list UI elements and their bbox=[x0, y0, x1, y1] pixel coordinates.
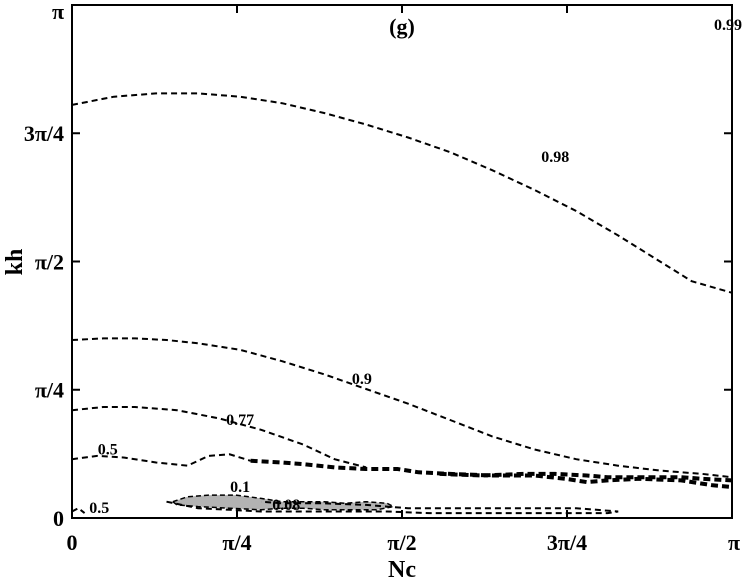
contour-label-8: 0.5 bbox=[89, 500, 109, 517]
filled-region-0 bbox=[171, 494, 396, 511]
contour-line-8 bbox=[72, 507, 86, 514]
x-tick-label-4: π bbox=[728, 530, 740, 555]
region-label-0: 0.1 bbox=[230, 479, 250, 496]
x-tick-label-1: π/4 bbox=[222, 530, 251, 555]
contour-label-2: 0.9 bbox=[352, 371, 372, 388]
y-axis-ticks: 0 π/4 π/2 3π/4 π bbox=[24, 0, 732, 531]
contour-line-7 bbox=[166, 500, 619, 515]
y-tick-label-1: π/4 bbox=[35, 378, 64, 403]
contour-label-0: 0.99 bbox=[714, 17, 742, 34]
x-axis-ticks: 0 π/4 π/2 3π/4 π bbox=[67, 5, 740, 555]
contour-label-3: 0.77 bbox=[226, 412, 254, 429]
y-tick-label-3: 3π/4 bbox=[24, 121, 64, 146]
y-axis-label: kh bbox=[2, 249, 28, 276]
contour-lines-layer bbox=[72, 92, 732, 515]
x-tick-label-2: π/2 bbox=[387, 530, 416, 555]
x-tick-label-3: 3π/4 bbox=[547, 530, 587, 555]
y-tick-label-2: π/2 bbox=[35, 249, 64, 274]
contour-label-4: 0.5 bbox=[98, 441, 118, 458]
contour-line-3 bbox=[72, 406, 367, 469]
filled-regions-layer bbox=[171, 494, 396, 511]
contour-label-7: 0.08 bbox=[272, 497, 300, 514]
contour-labels-layer: 0.99 0.98 0.9 0.77 0.5 0.08 0.5 0.1 bbox=[89, 17, 742, 517]
y-tick-label-4: π bbox=[52, 0, 64, 24]
x-axis-label: Nc bbox=[388, 557, 416, 580]
contour-label-1: 0.98 bbox=[541, 149, 569, 166]
contour-line-4 bbox=[72, 453, 251, 467]
x-tick-label-0: 0 bbox=[67, 530, 78, 555]
contour-line-5 bbox=[250, 458, 732, 489]
y-tick-label-0: 0 bbox=[53, 506, 64, 531]
contour-line-2 bbox=[72, 337, 732, 479]
contour-line-1 bbox=[72, 92, 732, 294]
panel-label: (g) bbox=[389, 14, 415, 39]
plot-frame bbox=[71, 4, 733, 519]
contour-line-6 bbox=[439, 471, 732, 483]
